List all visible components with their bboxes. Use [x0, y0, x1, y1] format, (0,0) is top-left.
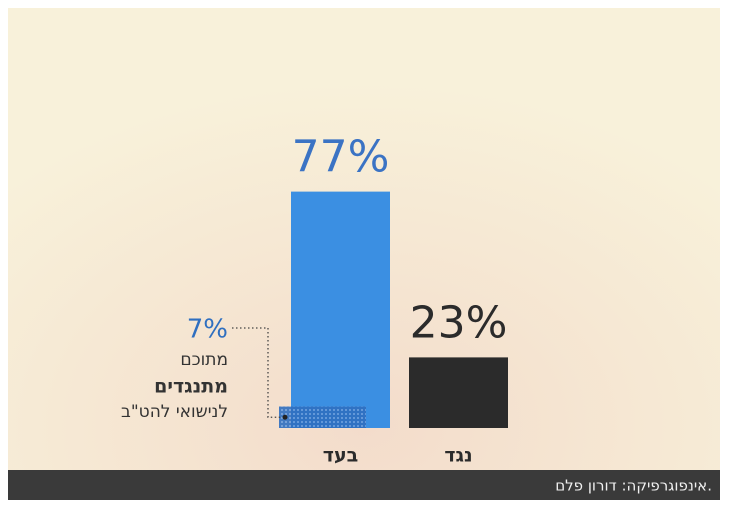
annotation-text: מתוכם [180, 350, 228, 370]
category-label: בעד [323, 445, 358, 467]
sub-segment [279, 406, 366, 428]
annotation-value: 7% [187, 315, 228, 345]
value-label: 77% [292, 132, 390, 183]
bar [291, 191, 390, 428]
annotation-text: לנישואי להט"ב [121, 402, 228, 422]
leader-dot [282, 414, 288, 420]
value-label: 23% [410, 297, 508, 348]
credit: אינפוגרפיקה: דורון פלם. [555, 477, 712, 495]
category-label: נגד [444, 445, 472, 467]
annotation-text: מתנגדים [154, 376, 228, 398]
leader-line [232, 327, 283, 418]
bar [409, 357, 508, 428]
footer-strip [8, 470, 720, 500]
